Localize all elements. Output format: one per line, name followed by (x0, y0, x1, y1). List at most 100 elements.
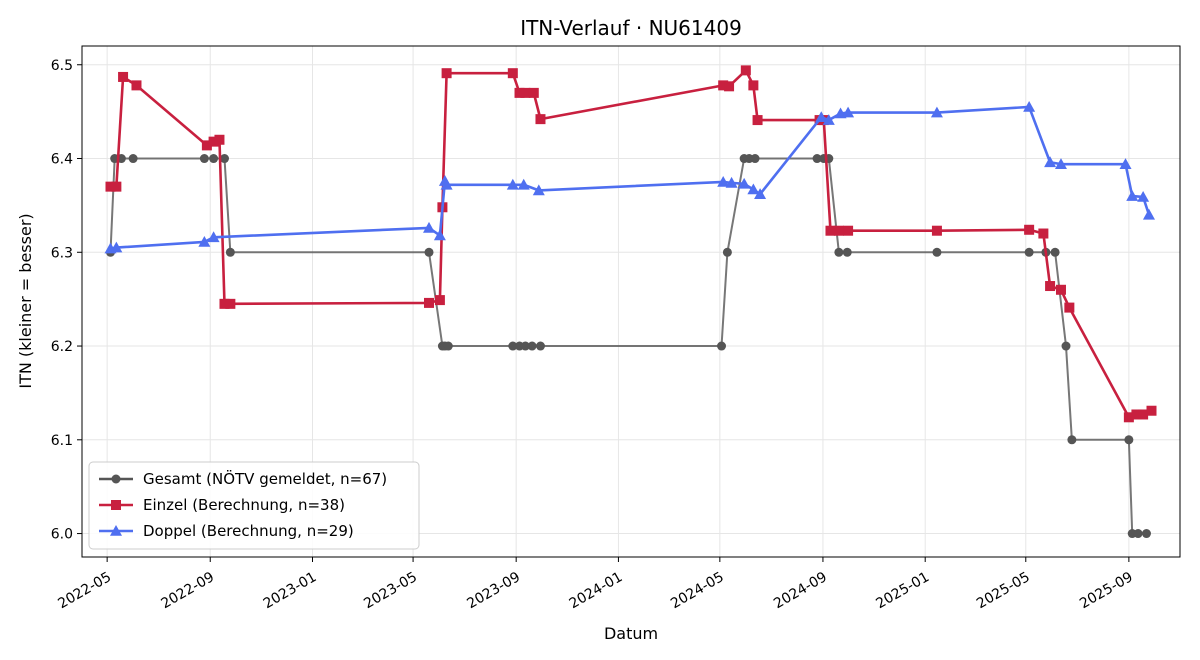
data-point-gesamt (722, 247, 732, 257)
data-point-einzel (718, 80, 729, 91)
data-point-gesamt (842, 247, 852, 257)
legend-item-gesamt: Gesamt (NÖTV gemeldet, n=67) (99, 469, 387, 488)
data-point-einzel (131, 80, 142, 91)
plot-frame (81, 45, 1181, 558)
x-tick-label: 2025-05 (974, 569, 1033, 612)
data-point-einzel (424, 297, 435, 308)
data-point-einzel (214, 134, 225, 145)
data-point-doppel (815, 111, 828, 123)
y-tick-label: 6.1 (51, 433, 73, 449)
data-point-einzel (219, 298, 230, 309)
chart-title: ITN-Verlauf · NU61409 (520, 16, 742, 40)
data-point-einzel (441, 68, 452, 79)
data-point-doppel (1126, 190, 1139, 201)
data-point-einzel (1064, 302, 1075, 313)
data-point-doppel (1142, 208, 1155, 220)
data-point-doppel (842, 106, 855, 118)
data-point-einzel (105, 181, 116, 192)
data-point-gesamt (1133, 529, 1143, 539)
series-einzel (105, 65, 1157, 423)
data-point-doppel (1044, 156, 1057, 168)
data-point-einzel (1131, 409, 1142, 420)
data-point-doppel (433, 229, 446, 241)
data-point-doppel (1023, 100, 1036, 112)
series-line-einzel (110, 69, 1153, 419)
x-tick-label: 2024-01 (567, 569, 626, 612)
data-point-einzel (225, 298, 236, 309)
data-point-doppel (1137, 190, 1150, 202)
data-point-gesamt (717, 341, 727, 351)
data-point-gesamt (750, 154, 760, 164)
data-point-einzel (434, 295, 445, 306)
data-point-doppel (747, 183, 760, 195)
x-tick-label: 2022-05 (55, 569, 114, 612)
legend-marker-einzel (111, 500, 121, 510)
data-point-doppel (440, 178, 453, 190)
data-point-einzel (520, 87, 531, 98)
data-point-gesamt (1141, 529, 1151, 539)
x-tick-label: 2025-09 (1077, 569, 1136, 612)
data-point-einzel (514, 87, 525, 98)
data-point-doppel (110, 241, 123, 253)
data-point-gesamt (1067, 435, 1077, 445)
data-point-einzel (1038, 228, 1049, 239)
data-point-einzel (740, 65, 751, 76)
data-point-einzel (1138, 409, 1149, 420)
data-point-gesamt (424, 247, 434, 257)
data-point-doppel (930, 106, 943, 118)
data-point-doppel (822, 114, 835, 125)
data-point-einzel (1024, 224, 1035, 235)
data-point-gesamt (535, 341, 545, 351)
data-point-einzel (535, 114, 546, 125)
data-point-einzel (1123, 412, 1134, 423)
y-tick-label: 6.5 (51, 58, 73, 74)
data-point-einzel (507, 68, 518, 79)
data-point-doppel (1119, 158, 1132, 169)
data-point-doppel (517, 178, 530, 190)
data-point-einzel (201, 140, 212, 151)
data-point-doppel (532, 184, 545, 196)
legend-label-einzel: Einzel (Berechnung, n=38) (143, 496, 345, 514)
legend-box (88, 461, 420, 550)
data-point-gesamt (209, 154, 219, 164)
data-point-gesamt (1024, 247, 1034, 257)
data-point-gesamt (128, 154, 138, 164)
x-tick-label: 2024-05 (668, 569, 727, 612)
data-point-einzel (833, 225, 844, 236)
data-point-einzel (118, 71, 129, 82)
data-point-einzel (825, 225, 836, 236)
data-point-gesamt (932, 247, 942, 257)
legend: Gesamt (NÖTV gemeldet, n=67) Einzel (Bere… (88, 461, 420, 550)
data-point-einzel (1055, 284, 1066, 295)
legend-marker-gesamt (111, 474, 121, 484)
legend-item-doppel: Doppel (Berechnung, n=29) (99, 522, 354, 540)
series-layer (104, 65, 1157, 539)
y-tick-label: 6.2 (51, 339, 73, 355)
x-tick-label: 2022-09 (158, 569, 217, 612)
data-point-gesamt (219, 154, 229, 164)
data-point-einzel (752, 115, 763, 126)
data-point-einzel (724, 81, 735, 92)
data-point-doppel (725, 176, 738, 188)
data-point-einzel (843, 225, 854, 236)
data-point-gesamt (225, 247, 235, 257)
data-point-gesamt (1061, 341, 1071, 351)
series-doppel (104, 100, 1155, 254)
x-tick-label: 2024-09 (771, 569, 830, 612)
x-axis-label: Datum (604, 624, 658, 643)
x-tick-label: 2023-01 (261, 569, 320, 612)
data-point-gesamt (1124, 435, 1134, 445)
y-axis-label: ITN (kleiner = besser) (16, 213, 35, 388)
data-point-gesamt (443, 341, 453, 351)
data-point-einzel (208, 136, 219, 147)
data-point-einzel (528, 87, 539, 98)
data-point-einzel (931, 225, 942, 236)
y-tick-label: 6.0 (51, 527, 73, 543)
data-point-einzel (1146, 405, 1157, 416)
data-point-einzel (111, 181, 122, 192)
legend-item-einzel: Einzel (Berechnung, n=38) (99, 496, 345, 514)
data-point-doppel (717, 175, 730, 187)
data-point-doppel (207, 231, 220, 243)
series-gesamt (105, 154, 1151, 539)
